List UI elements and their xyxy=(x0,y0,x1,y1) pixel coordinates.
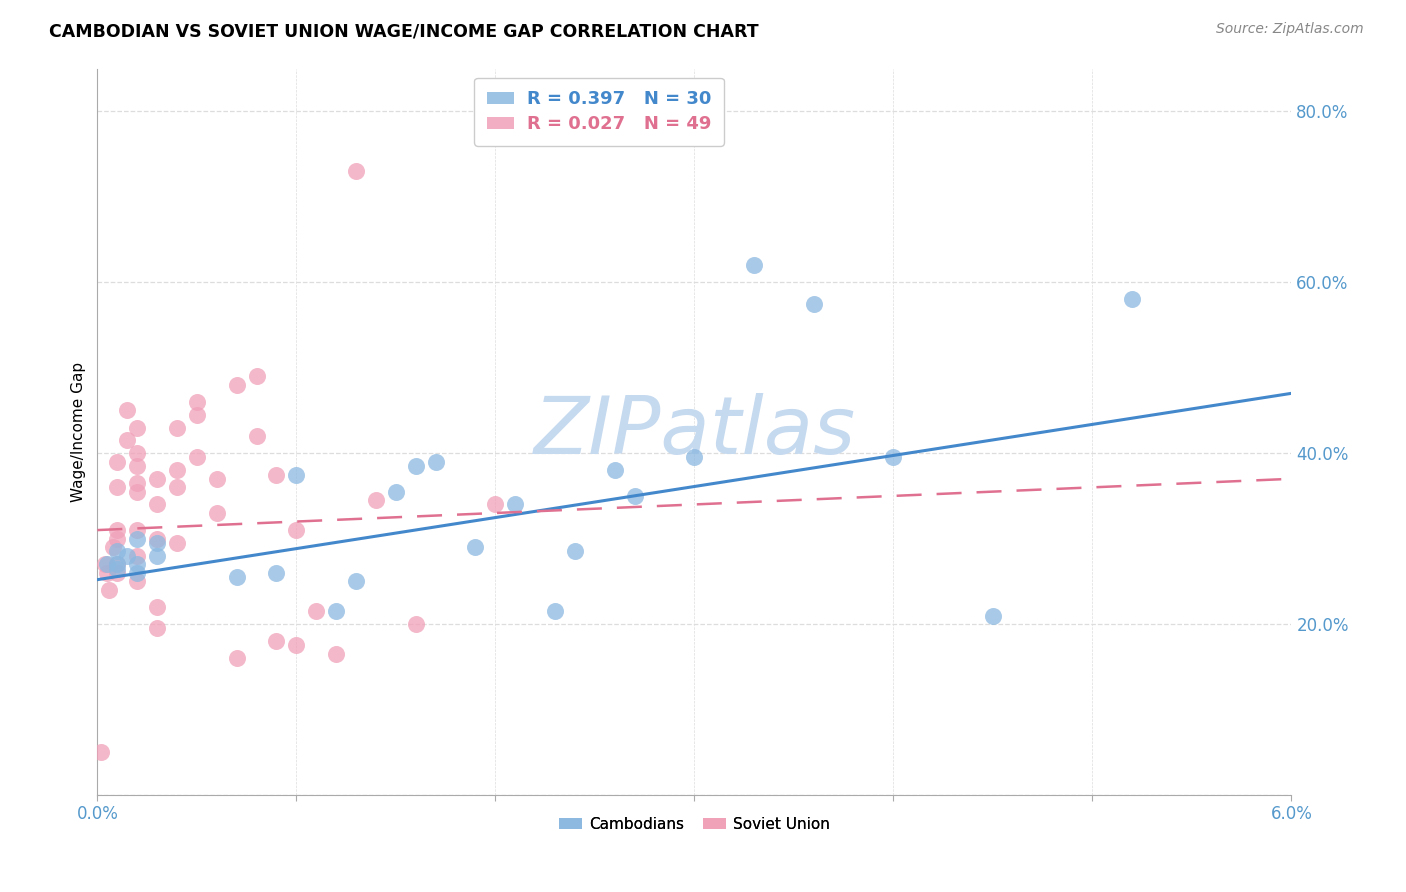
Point xyxy=(105,455,128,469)
Point xyxy=(105,561,128,575)
Point xyxy=(127,446,149,460)
Point xyxy=(503,498,526,512)
Point xyxy=(266,634,288,648)
Point xyxy=(96,558,118,572)
Point xyxy=(103,540,125,554)
Point xyxy=(683,450,706,465)
Point xyxy=(127,566,149,580)
Point xyxy=(105,532,128,546)
Point xyxy=(146,621,169,635)
Point xyxy=(225,570,247,584)
Point xyxy=(882,450,904,465)
Point xyxy=(94,558,117,572)
Text: Source: ZipAtlas.com: Source: ZipAtlas.com xyxy=(1216,22,1364,37)
Point xyxy=(564,544,586,558)
Point xyxy=(225,377,247,392)
Point xyxy=(225,651,247,665)
Point xyxy=(464,540,486,554)
Point xyxy=(245,429,267,443)
Text: CAMBODIAN VS SOVIET UNION WAGE/INCOME GAP CORRELATION CHART: CAMBODIAN VS SOVIET UNION WAGE/INCOME GA… xyxy=(49,22,759,40)
Point xyxy=(115,403,138,417)
Point xyxy=(266,566,288,580)
Point xyxy=(305,604,328,618)
Point xyxy=(344,574,367,589)
Point xyxy=(266,467,288,482)
Point xyxy=(127,532,149,546)
Point xyxy=(981,608,1004,623)
Point xyxy=(484,498,506,512)
Point xyxy=(146,532,169,546)
Point xyxy=(166,420,188,434)
Point xyxy=(325,647,347,661)
Point xyxy=(603,463,626,477)
Point xyxy=(186,395,208,409)
Point xyxy=(127,476,149,491)
Point xyxy=(623,489,645,503)
Point xyxy=(364,493,387,508)
Point xyxy=(127,574,149,589)
Point xyxy=(803,296,825,310)
Point xyxy=(146,498,169,512)
Point xyxy=(90,745,112,759)
Point xyxy=(245,369,267,384)
Point xyxy=(146,536,169,550)
Point xyxy=(166,480,188,494)
Point xyxy=(146,549,169,563)
Point xyxy=(166,536,188,550)
Point xyxy=(166,463,188,477)
Point xyxy=(742,258,765,272)
Point xyxy=(1121,293,1143,307)
Point xyxy=(105,566,128,580)
Point xyxy=(205,472,228,486)
Point xyxy=(544,604,567,618)
Point xyxy=(186,408,208,422)
Point xyxy=(405,458,427,473)
Point xyxy=(127,558,149,572)
Point xyxy=(115,434,138,448)
Point xyxy=(146,472,169,486)
Y-axis label: Wage/Income Gap: Wage/Income Gap xyxy=(72,362,86,502)
Legend: Cambodians, Soviet Union: Cambodians, Soviet Union xyxy=(553,811,837,838)
Point xyxy=(205,506,228,520)
Point xyxy=(344,164,367,178)
Point xyxy=(127,523,149,537)
Point xyxy=(115,549,138,563)
Point xyxy=(105,523,128,537)
Point xyxy=(425,455,447,469)
Point xyxy=(146,600,169,615)
Point xyxy=(105,558,128,572)
Point xyxy=(186,450,208,465)
Point xyxy=(127,458,149,473)
Point xyxy=(105,544,128,558)
Point xyxy=(285,523,308,537)
Point xyxy=(105,558,128,572)
Point xyxy=(105,480,128,494)
Point xyxy=(285,467,308,482)
Point xyxy=(98,582,121,597)
Text: ZIPatlas: ZIPatlas xyxy=(533,392,855,471)
Point xyxy=(127,484,149,499)
Point xyxy=(405,617,427,632)
Point xyxy=(96,566,118,580)
Point xyxy=(127,420,149,434)
Point xyxy=(325,604,347,618)
Point xyxy=(285,639,308,653)
Point xyxy=(127,549,149,563)
Point xyxy=(385,484,408,499)
